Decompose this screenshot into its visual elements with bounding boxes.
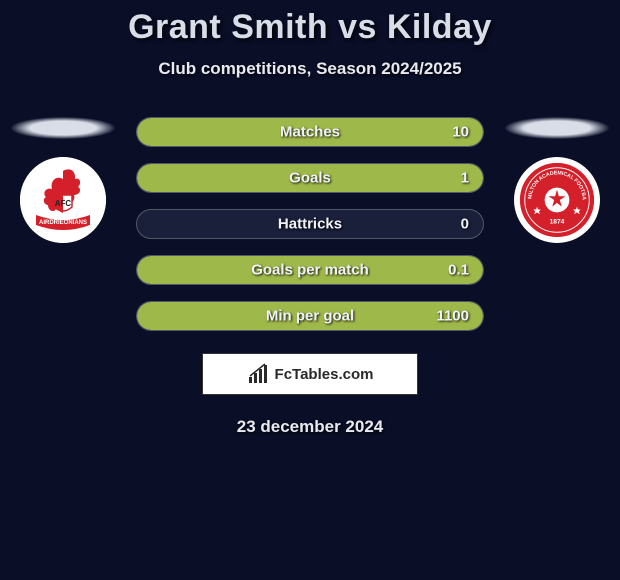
stats-column: Matches 10 Goals 1 Hattricks 0 Goals per match… (118, 117, 502, 331)
left-player-col: AFC AIRDRIEONIANS (8, 117, 118, 243)
date-text: 23 december 2024 (0, 417, 620, 437)
page-title: Grant Smith vs Kilday (0, 8, 620, 47)
main-row: AFC AIRDRIEONIANS Matches 10 Goals 1 Hattric… (0, 117, 620, 331)
stat-pill: Hattricks 0 (136, 209, 484, 239)
badge-right-year: 1874 (550, 219, 565, 226)
stat-value-right: 0.1 (448, 262, 469, 279)
badge-left-text: AFC (55, 199, 72, 208)
stat-value-right: 1 (461, 170, 469, 187)
badge-right-svg: HAMILTON ACADEMICAL FOOTBALL 1874 (520, 161, 594, 239)
player-shadow-left (11, 117, 115, 139)
stat-value-right: 0 (461, 216, 469, 233)
stat-pill: Goals 1 (136, 163, 484, 193)
stat-label: Min per goal (266, 308, 354, 325)
stat-label: Hattricks (278, 216, 342, 233)
stat-label: Goals (289, 170, 331, 187)
stat-label: Goals per match (251, 262, 369, 279)
stat-pill: Goals per match 0.1 (136, 255, 484, 285)
brand-text: FcTables.com (275, 366, 374, 383)
stat-value-right: 10 (452, 124, 469, 141)
club-badge-left: AFC AIRDRIEONIANS (20, 157, 106, 243)
subtitle: Club competitions, Season 2024/2025 (0, 59, 620, 79)
badge-left-svg: AFC AIRDRIEONIANS (20, 157, 106, 243)
comparison-card: Grant Smith vs Kilday Club competitions,… (0, 0, 620, 437)
player-shadow-right (505, 117, 609, 139)
brand-chart-icon (247, 363, 269, 385)
stat-value-right: 1100 (436, 308, 469, 325)
stat-pill: Min per goal 1100 (136, 301, 484, 331)
stat-label: Matches (280, 124, 340, 141)
badge-left-banner: AIRDRIEONIANS (39, 220, 87, 226)
club-badge-right: HAMILTON ACADEMICAL FOOTBALL 1874 (514, 157, 600, 243)
right-player-col: HAMILTON ACADEMICAL FOOTBALL 1874 (502, 117, 612, 243)
brand-box[interactable]: FcTables.com (202, 353, 418, 395)
stat-pill: Matches 10 (136, 117, 484, 147)
